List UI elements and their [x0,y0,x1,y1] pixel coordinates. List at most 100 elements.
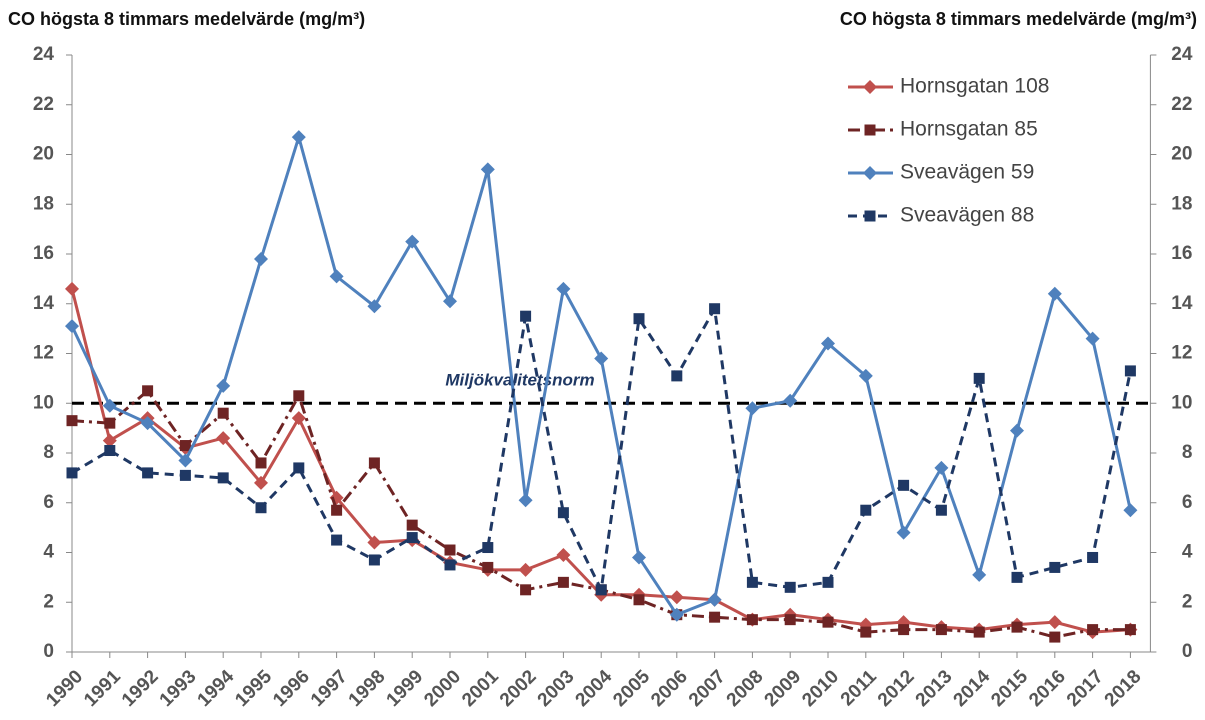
data-point [556,281,571,296]
y2-tick-label: 22 [1171,94,1192,115]
data-point [291,411,306,426]
data-point [671,370,683,382]
data-point [669,590,684,605]
y-tick-label: 4 [43,542,54,563]
data-point [406,519,418,531]
data-point [594,351,609,366]
data-point [66,467,78,479]
y2-tick-label: 0 [1182,641,1193,662]
data-point [1049,631,1061,643]
data-point [707,592,722,607]
data-point [556,547,571,562]
data-point [632,550,646,565]
data-point [557,576,569,588]
x-tick-label: 2002 [496,666,541,711]
data-point [784,614,796,626]
y2-tick-label: 20 [1171,144,1192,165]
data-point [745,401,760,416]
data-point [291,130,306,145]
data-point [443,294,457,309]
data-point [254,251,268,266]
data-point [973,626,985,638]
data-point [368,554,380,566]
x-tick-label: 2014 [950,666,995,711]
data-point [104,417,116,429]
data-point [1047,615,1062,630]
data-point [368,457,380,469]
y-tick-label: 6 [43,492,54,513]
x-tick-label: 2015 [987,666,1032,711]
x-tick-label: 1996 [269,666,314,711]
data-point [255,457,267,469]
data-point [934,460,949,475]
data-point [520,584,532,596]
data-point [293,462,305,474]
data-point [65,281,79,296]
data-point [972,567,987,582]
legend-label: Hornsgatan 85 [900,118,1038,141]
legend-label: Sveavägen 59 [900,161,1034,184]
x-tick-label: 1990 [42,666,87,711]
data-point [367,535,382,550]
x-tick-label: 2008 [723,666,768,711]
y-tick-label: 18 [33,193,54,214]
data-point [746,576,758,588]
data-point [633,313,645,325]
y2-tick-label: 18 [1171,193,1192,214]
x-tick-label: 2000 [420,666,465,711]
y-tick-label: 16 [33,243,54,264]
y-tick-label: 8 [43,442,54,463]
legend-marker [864,124,876,136]
reference-label: Miljökvalitetsnorm [445,371,594,390]
y-tick-label: 20 [33,144,54,165]
data-point [896,525,911,540]
data-point [65,319,79,334]
x-tick-label: 2001 [458,666,503,711]
data-point [746,614,758,626]
data-point [293,390,305,402]
data-point [482,542,494,554]
legend-marker [864,210,876,222]
data-point [142,385,154,397]
y-tick-label: 12 [33,343,54,364]
data-point [1011,571,1023,583]
data-point [1011,621,1023,633]
x-tick-label: 1999 [383,666,428,711]
legend-label: Hornsgatan 108 [900,75,1049,98]
x-tick-label: 1991 [80,666,125,711]
data-point [822,616,834,628]
x-tick-label: 2010 [798,666,843,711]
x-tick-label: 2012 [874,666,919,711]
y2-tick-label: 10 [1171,392,1192,413]
y-tick-label: 22 [33,94,54,115]
data-point [860,626,872,638]
y-tick-label: 14 [33,293,55,314]
x-tick-label: 1993 [156,666,201,711]
data-point [783,393,798,408]
y-tick-label: 24 [33,44,55,65]
data-point [595,584,607,596]
data-point [1087,624,1099,636]
y2-tick-label: 4 [1182,542,1193,563]
data-point [104,445,116,457]
data-point [709,303,721,315]
data-point [482,561,494,573]
data-point [142,467,154,479]
x-tick-label: 2004 [572,666,617,711]
y2-tick-label: 6 [1182,492,1193,513]
data-point [633,594,645,606]
y2-tick-label: 24 [1171,44,1193,65]
data-point [898,624,910,636]
data-point [140,416,155,431]
data-point [709,611,721,623]
data-point [822,576,834,588]
legend-marker [863,166,877,180]
data-point [518,562,533,577]
data-point [406,532,418,544]
data-point [1124,365,1136,377]
data-point [254,475,268,490]
legend-marker [863,80,877,94]
data-point [518,493,533,508]
data-point [935,504,947,516]
